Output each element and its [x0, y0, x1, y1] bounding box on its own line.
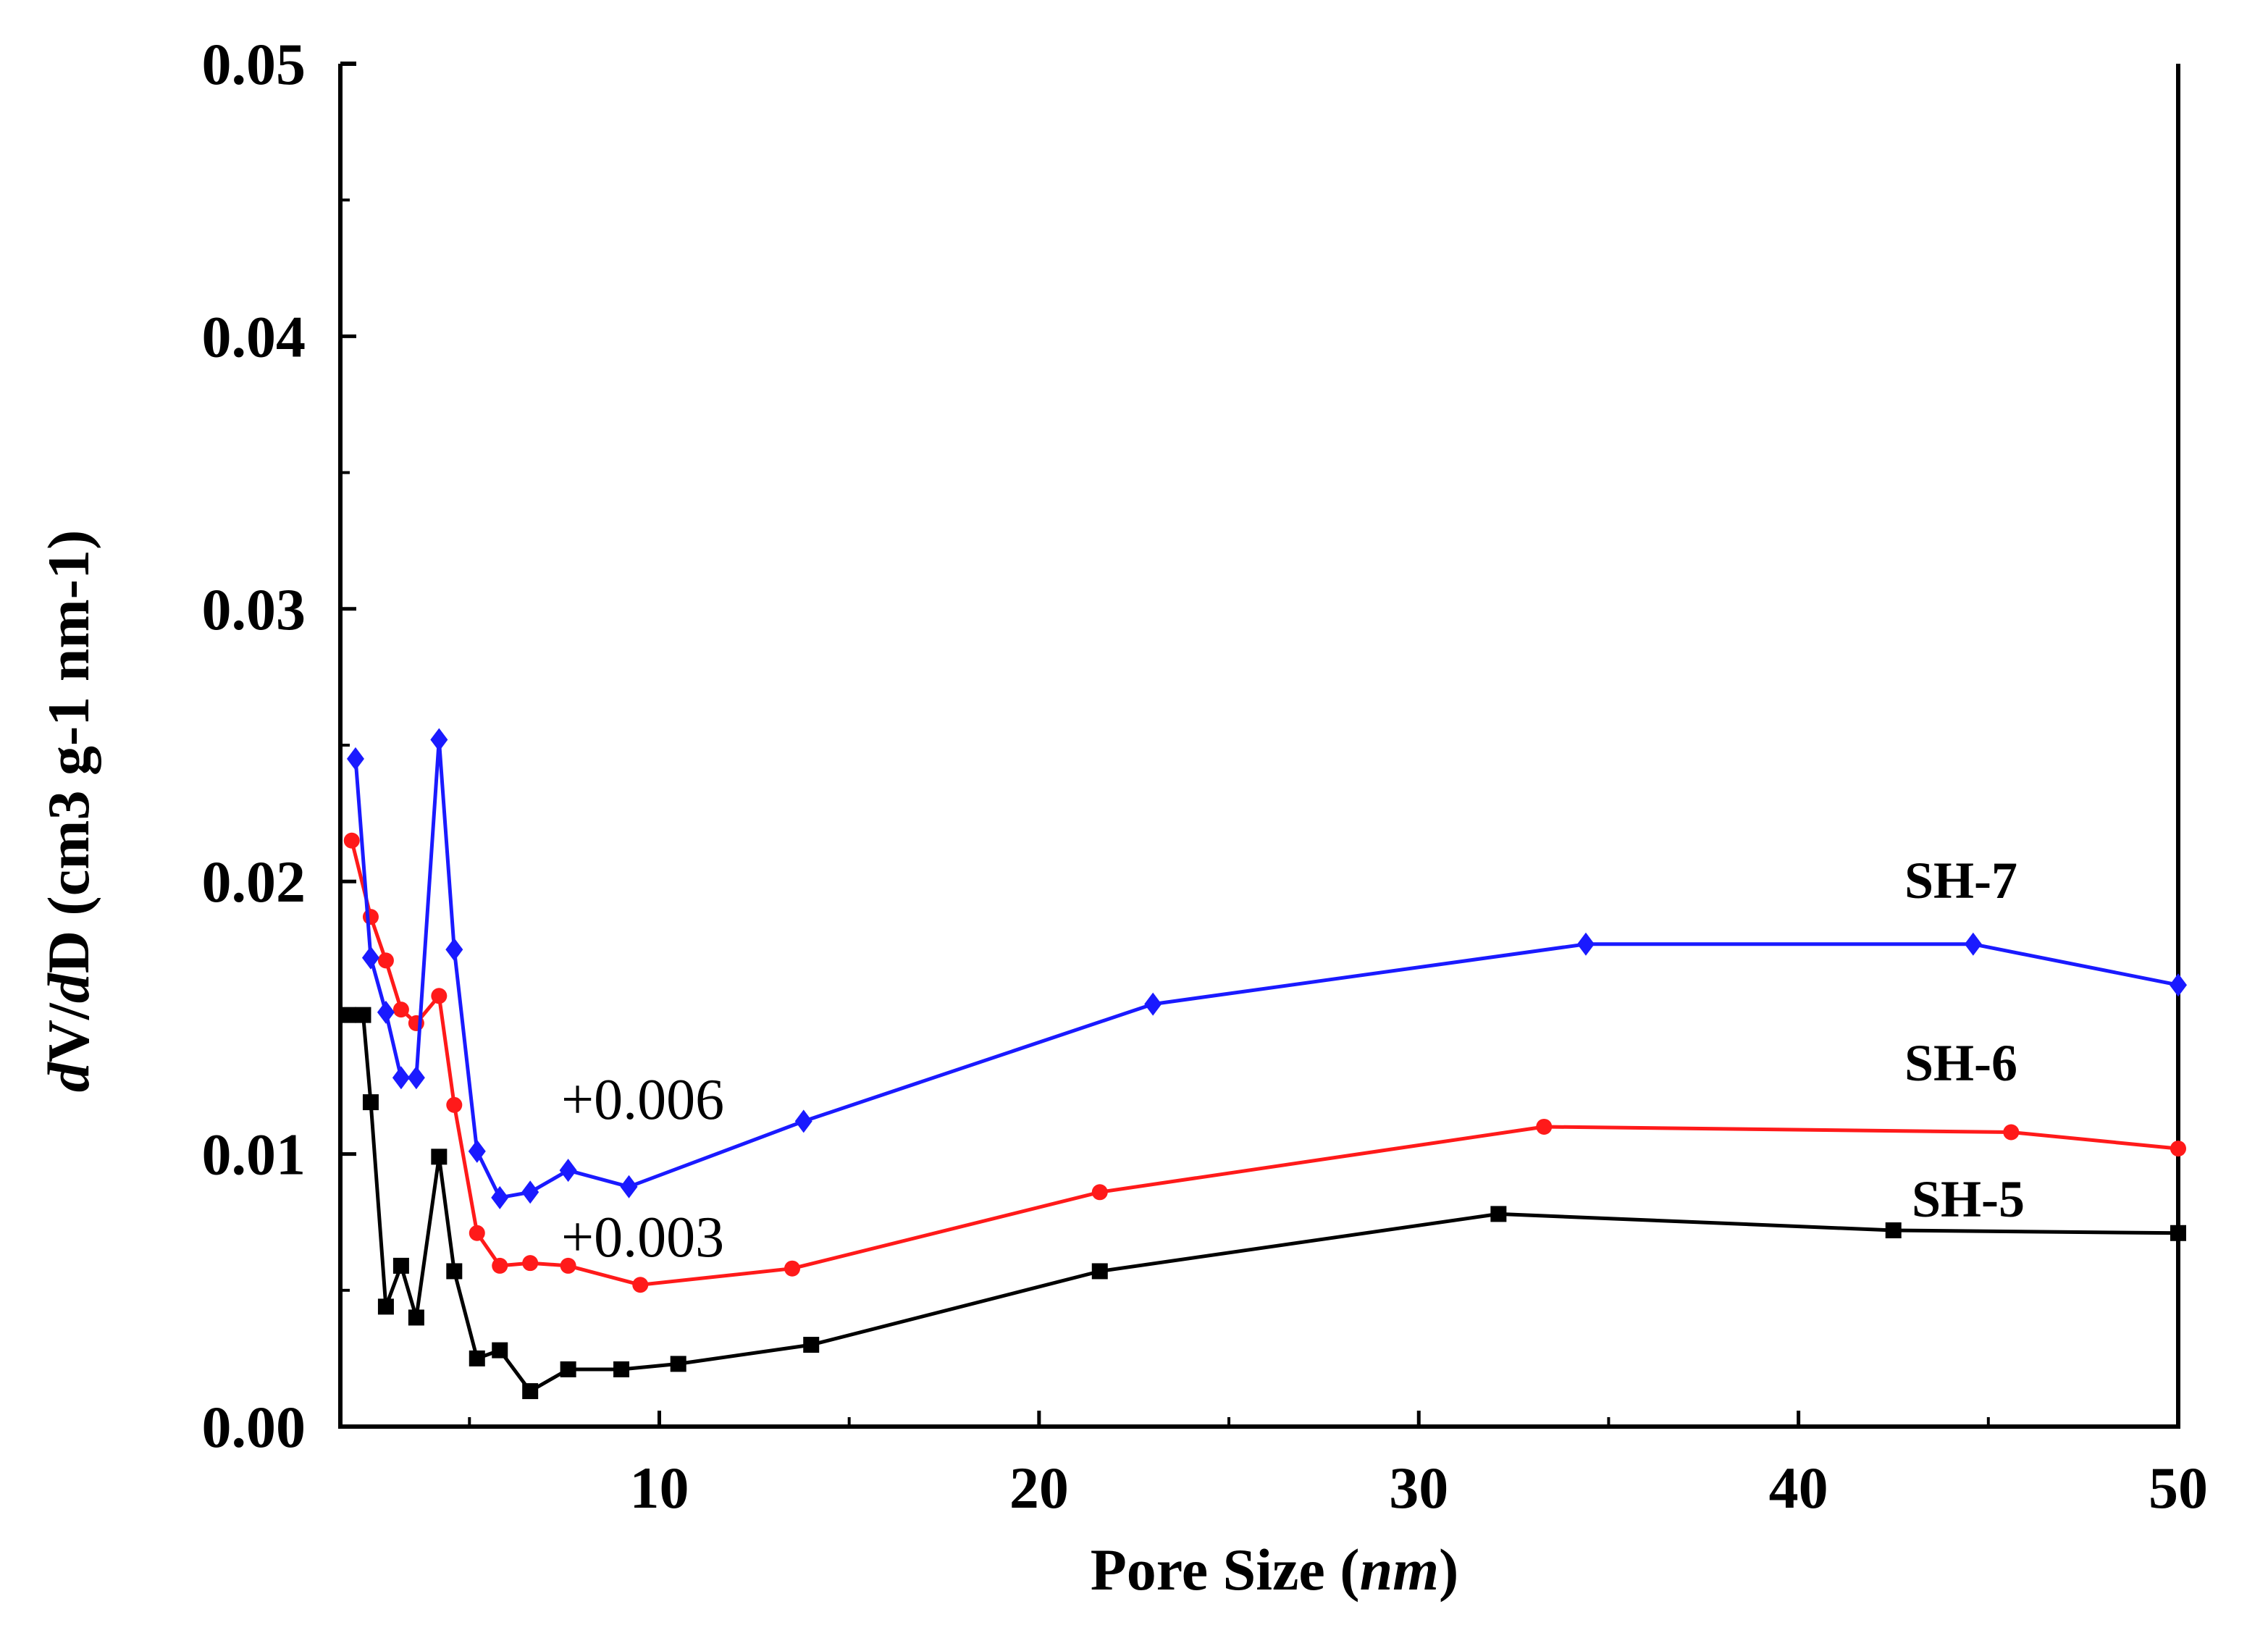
sh-5-point	[560, 1361, 576, 1377]
sh-7-point	[361, 946, 379, 970]
sh-5-point	[469, 1350, 485, 1366]
sh-6-point	[1091, 1184, 1108, 1201]
sh-6-point	[522, 1255, 539, 1272]
y-tick-label: 0.03	[202, 576, 306, 642]
sh-7-point	[1144, 992, 1162, 1016]
sh-5-point	[803, 1337, 820, 1353]
sh-7-point	[1576, 932, 1595, 956]
sh-7-point	[407, 1066, 425, 1090]
sh-7-point	[392, 1066, 410, 1090]
sh-6-series-label: SH-6	[1904, 1034, 2017, 1092]
x-tick-label: 30	[1389, 1455, 1448, 1521]
sh-6-point	[492, 1257, 508, 1274]
sh-7-point	[2170, 973, 2187, 997]
sh-5-series-label: SH-5	[1912, 1170, 2025, 1228]
sh-5-point	[492, 1342, 508, 1359]
axis-tick-labels: 0.00 0.01 0.02 0.03 0.04 0.05 10 20 30 40 50	[202, 31, 2209, 1521]
sh-6-point	[560, 1257, 576, 1274]
sh-6-point	[377, 952, 394, 969]
sh-5-point	[377, 1298, 394, 1315]
sh-5-point	[613, 1361, 630, 1377]
sh-5-point	[1091, 1263, 1108, 1280]
sh-7-point	[559, 1159, 577, 1183]
sh-5-point	[355, 1007, 371, 1023]
sh-6-series	[343, 832, 2186, 1293]
sh-5-point	[522, 1383, 539, 1400]
sh-6-point	[2003, 1124, 2020, 1141]
x-tick-label: 10	[629, 1455, 689, 1521]
sh-7-point	[1964, 932, 1982, 956]
sh-5-series	[340, 1007, 2186, 1400]
sh-7-series	[346, 728, 2187, 1209]
sh-6-point	[632, 1277, 649, 1293]
x-tick-label: 50	[2149, 1455, 2208, 1521]
sh-5-point	[408, 1309, 424, 1326]
sh-6-point	[392, 1002, 409, 1018]
sh-7-point	[521, 1180, 539, 1204]
x-axis-title: Pore Size (nm)	[1091, 1537, 1459, 1603]
x-tick-label: 40	[1769, 1455, 1828, 1521]
y-tick-label: 0.04	[202, 303, 306, 369]
x-tick-label: 20	[1009, 1455, 1069, 1521]
sh-6-point	[343, 832, 360, 849]
sh-5-point	[670, 1356, 686, 1372]
sh-7-point	[468, 1139, 486, 1163]
sh-7-point	[491, 1185, 509, 1209]
sh-5-point	[1885, 1222, 1902, 1238]
sh-5-point	[2170, 1225, 2186, 1241]
sh-7-series-label: SH-7	[1904, 852, 2017, 910]
sh-6-point	[469, 1225, 485, 1241]
sh-6-offset-annotation: +0.003	[561, 1206, 724, 1269]
sh-5-point	[340, 1007, 356, 1023]
y-tick-label: 0.00	[202, 1394, 306, 1460]
sh-7-point	[430, 728, 448, 752]
sh-5-point	[431, 1149, 448, 1165]
sh-6-point	[2170, 1141, 2186, 1157]
sh-6-point	[1536, 1118, 1553, 1135]
sh-7-point	[346, 747, 364, 770]
sh-5-point	[1490, 1206, 1507, 1222]
sh-7-point	[377, 1000, 395, 1024]
sh-7-point	[620, 1175, 638, 1198]
sh-5-point	[446, 1263, 463, 1280]
y-tick-label: 0.02	[202, 849, 306, 915]
sh-7-offset-annotation: +0.006	[561, 1068, 724, 1132]
sh-6-point	[784, 1260, 801, 1277]
y-tick-label: 0.05	[202, 31, 306, 97]
sh-6-point	[446, 1096, 463, 1113]
sh-5-point	[392, 1257, 409, 1274]
sh-7-point	[445, 938, 463, 962]
sh-7-point	[794, 1109, 812, 1133]
sh-6-point	[431, 988, 448, 1004]
y-tick-label: 0.01	[202, 1122, 306, 1188]
sh-6-point	[362, 909, 379, 925]
series-layer	[340, 728, 2187, 1400]
sh-5-point	[362, 1094, 379, 1111]
y-axis-title: dV/dD (cm3 g-1 nm-1)	[35, 530, 101, 1093]
